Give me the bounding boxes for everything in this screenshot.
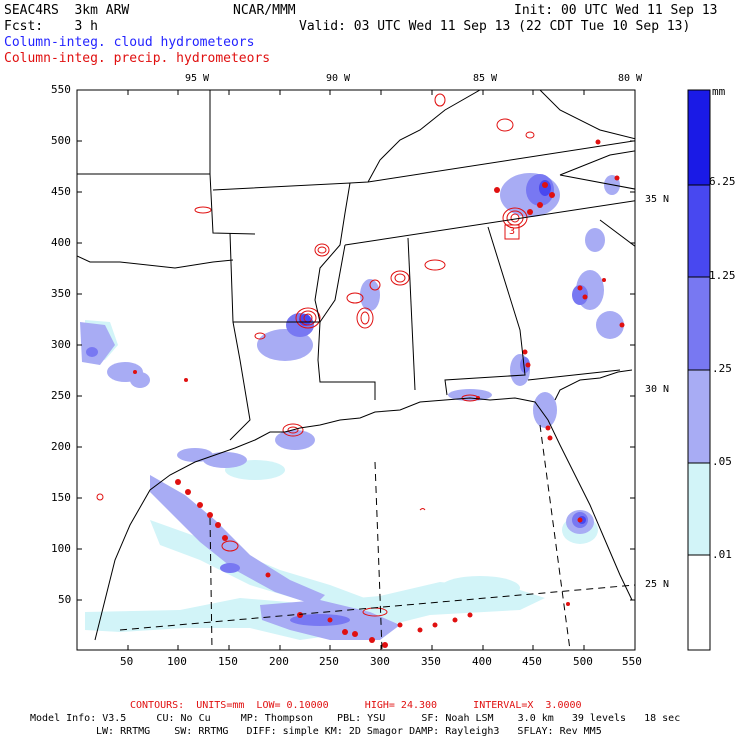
header-line1-left: SEAC4RS 3km ARW (4, 3, 130, 18)
x-tick-label: 300 (370, 655, 390, 668)
station-box (504, 224, 520, 240)
colorbar-band-4 (688, 277, 710, 370)
x-tick-label: 250 (319, 655, 339, 668)
lon-label: 95 W (185, 73, 210, 84)
station-box-label: 3 (509, 226, 516, 237)
lon-label: 90 W (326, 73, 351, 84)
state-boundaries (77, 90, 635, 441)
colorbar-label: .05 (712, 455, 732, 468)
y-tick-label: 100 (51, 542, 71, 555)
y-tick-label: 150 (51, 491, 71, 504)
plot-frame (76, 89, 636, 651)
y-tick-label: 250 (51, 389, 71, 402)
field-layer (80, 93, 625, 648)
x-tick-label: 350 (421, 655, 441, 668)
colorbar-band-5 (688, 370, 710, 463)
x-tick-label: 550 (622, 655, 642, 668)
y-tick-label: 350 (51, 287, 71, 300)
x-ticks (127, 90, 585, 650)
colorbar-label: 6.25 (709, 175, 736, 188)
header-line1-right: Init: 00 UTC Wed 11 Sep 13 (514, 3, 718, 18)
y-tick-label: 400 (51, 236, 71, 249)
y-tick-label: 300 (51, 338, 71, 351)
y-tick-label: 450 (51, 185, 71, 198)
lat-label: 30 N (645, 384, 670, 395)
header-line4-precip: Column-integ. precip. hydrometeors (4, 51, 271, 66)
lon-label: 80 W (618, 73, 643, 84)
cloud-strong-patches (86, 174, 588, 626)
y-tick-label: 500 (51, 134, 71, 147)
colorbar-label: .01 (712, 548, 732, 561)
contours-info: CONTOURS: UNITS=mm LOW= 0.10000 HIGH= 24… (130, 700, 582, 711)
x-tick-label: 200 (269, 655, 289, 668)
header-line2-left: Fcst: 3 h (4, 19, 98, 34)
lon-label: 85 W (473, 73, 498, 84)
lat-label: 35 N (645, 194, 670, 205)
y-tick-label: 550 (51, 83, 71, 96)
colorbar-band-6 (688, 463, 710, 555)
x-tick-label: 100 (167, 655, 187, 668)
cloud-mid-patches (80, 173, 624, 640)
header-line2-right: Valid: 03 UTC Wed 11 Sep 13 (22 CDT Tue … (299, 19, 691, 34)
colorbar-band-1 (688, 90, 710, 148)
colorbar-band-3 (688, 185, 710, 277)
model-info-line1: Model Info: V3.5 CU: No Cu MP: Thompson … (30, 713, 681, 724)
colorbar-band-7 (688, 555, 710, 650)
colorbar-label: .25 (712, 362, 732, 375)
y-ticks (77, 140, 635, 601)
colorbar (687, 89, 711, 651)
x-tick-label: 150 (218, 655, 238, 668)
colorbar-band-2 (688, 148, 710, 185)
x-tick-label: 400 (472, 655, 492, 668)
x-tick-label: 50 (120, 655, 134, 668)
y-tick-label: 200 (51, 440, 71, 453)
x-tick-label: 500 (573, 655, 593, 668)
maritime-boundaries (119, 424, 636, 651)
lat-label: 25 N (645, 579, 670, 590)
model-info-line2: LW: RRTMG SW: RRTMG DIFF: simple KM: 2D … (96, 726, 602, 737)
y-tick-label: 50 (58, 593, 72, 606)
header-line3-cloud: Column-integ. cloud hydrometeors (4, 35, 255, 50)
colorbar-unit: mm (712, 85, 726, 98)
x-tick-label: 450 (522, 655, 542, 668)
header-line1-mid: NCAR/MMM (233, 3, 296, 18)
coastline (94, 369, 633, 641)
precip-cores (133, 139, 625, 648)
colorbar-label: 1.25 (709, 269, 736, 282)
